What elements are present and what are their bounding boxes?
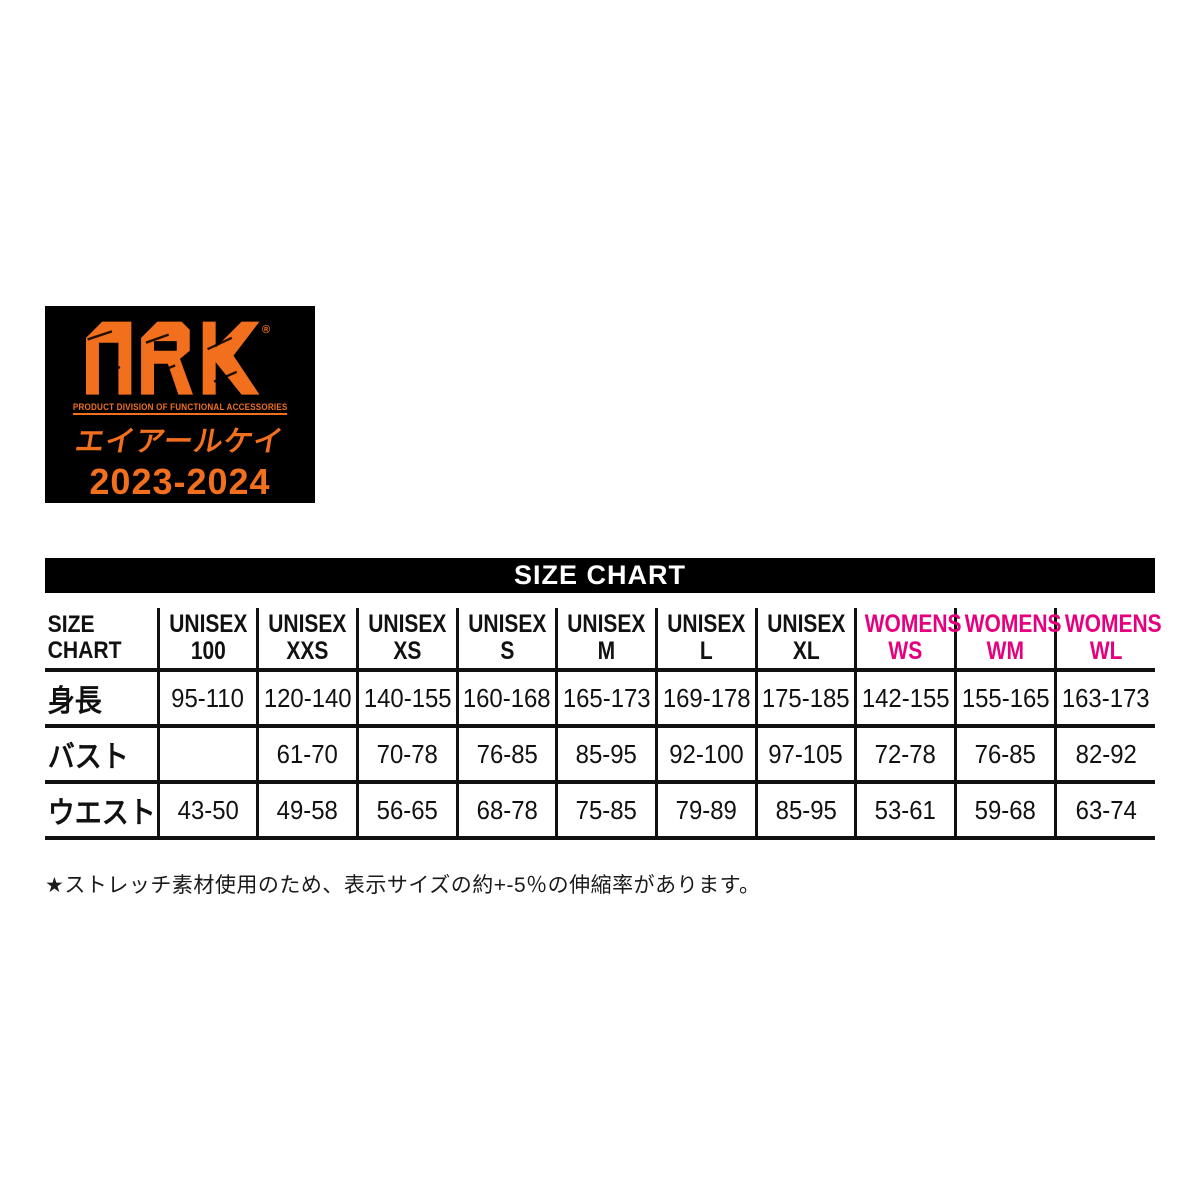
size-value-cell: 175-185 <box>754 670 856 728</box>
header-row: SIZE CHART UNISEX 100 UNISEX XXS UNISEX XS … <box>45 608 1161 672</box>
corner-label-line2: CHART <box>47 637 122 664</box>
size-value-cell <box>156 726 258 784</box>
ark-logo-icon: ® <box>85 321 271 395</box>
size-value-cell: 97-105 <box>754 726 856 784</box>
size-value-cell: 140-155 <box>355 670 458 728</box>
column-header-womens-wm: WOMENS WM <box>954 608 1062 672</box>
size-value-cell: 120-140 <box>256 670 358 728</box>
logo-katakana: エイアールケイ <box>72 426 287 458</box>
size-value-cell: 68-78 <box>455 782 557 840</box>
size-value-cell: 85-95 <box>754 782 856 840</box>
size-value-cell: 155-165 <box>954 670 1056 728</box>
registered-trademark: ® <box>262 324 271 336</box>
corner-label-line1: SIZE <box>47 611 95 639</box>
size-value-cell: 61-70 <box>256 726 358 784</box>
size-value-cell: 76-85 <box>455 726 557 784</box>
column-header-unisex-100: UNISEX 100 <box>156 608 258 672</box>
logo-season: 2023-2024 <box>89 461 271 502</box>
size-value-cell: 70-78 <box>355 726 458 784</box>
corner-header: SIZE CHART <box>45 608 158 672</box>
column-header-unisex-xxs: UNISEX XXS <box>256 608 358 672</box>
size-value-cell: 59-68 <box>954 782 1056 840</box>
size-value-cell: 43-50 <box>156 782 258 840</box>
size-value-cell: 53-61 <box>854 782 956 840</box>
table-row-height: 身長 95-110 120-140 140-155 160-168 165-17… <box>45 670 1155 728</box>
size-value-cell: 92-100 <box>654 726 757 784</box>
size-value-cell: 56-65 <box>355 782 458 840</box>
column-header-unisex-s: UNISEX S <box>455 608 557 672</box>
size-value-cell: 163-173 <box>1053 670 1155 728</box>
size-value-cell: 165-173 <box>555 670 657 728</box>
size-value-cell: 49-58 <box>256 782 358 840</box>
grunge-texture <box>87 330 238 383</box>
column-header-unisex-m: UNISEX M <box>555 608 657 672</box>
row-label-waist: ウエスト <box>45 782 158 840</box>
size-value-cell: 160-168 <box>455 670 557 728</box>
size-value-cell: 63-74 <box>1053 782 1155 840</box>
column-header-unisex-l: UNISEX L <box>654 608 757 672</box>
column-header-womens-ws: WOMENS WS <box>854 608 962 672</box>
size-value-cell: 95-110 <box>156 670 258 728</box>
size-value-cell: 142-155 <box>854 670 956 728</box>
footnote: ★ストレッチ素材使用のため、表示サイズの約+-5％の伸縮率があります。 <box>45 874 761 897</box>
size-value-cell: 82-92 <box>1053 726 1155 784</box>
size-chart-title: SIZE CHART <box>514 560 686 590</box>
size-value-cell: 76-85 <box>954 726 1056 784</box>
table-row-bust: バスト 61-70 70-78 76-85 85-95 92-100 97-10… <box>45 726 1155 784</box>
size-value-cell: 85-95 <box>555 726 657 784</box>
column-header-unisex-xs: UNISEX XS <box>355 608 458 672</box>
row-label-bust: バスト <box>45 726 158 784</box>
size-chart-title-bar: SIZE CHART <box>45 558 1155 593</box>
brand-logo: ® PRODUCT DIVISION OF FUNCTIONAL ACCESSO… <box>45 306 315 503</box>
size-value-cell: 72-78 <box>854 726 956 784</box>
row-label-height: 身長 <box>45 670 158 728</box>
column-header-unisex-xl: UNISEX XL <box>754 608 856 672</box>
size-value-cell: 75-85 <box>555 782 657 840</box>
logo-division-text: PRODUCT DIVISION OF FUNCTIONAL ACCESSORI… <box>72 402 288 415</box>
size-value-cell: 169-178 <box>654 670 757 728</box>
size-chart-table: SIZE CHART UNISEX 100 UNISEX XXS UNISEX XS … <box>45 608 1161 840</box>
table-row-waist: ウエスト 43-50 49-58 56-65 68-78 75-85 79-89… <box>45 782 1155 840</box>
column-header-womens-wl: WOMENS WL <box>1053 608 1161 672</box>
size-value-cell: 79-89 <box>654 782 757 840</box>
